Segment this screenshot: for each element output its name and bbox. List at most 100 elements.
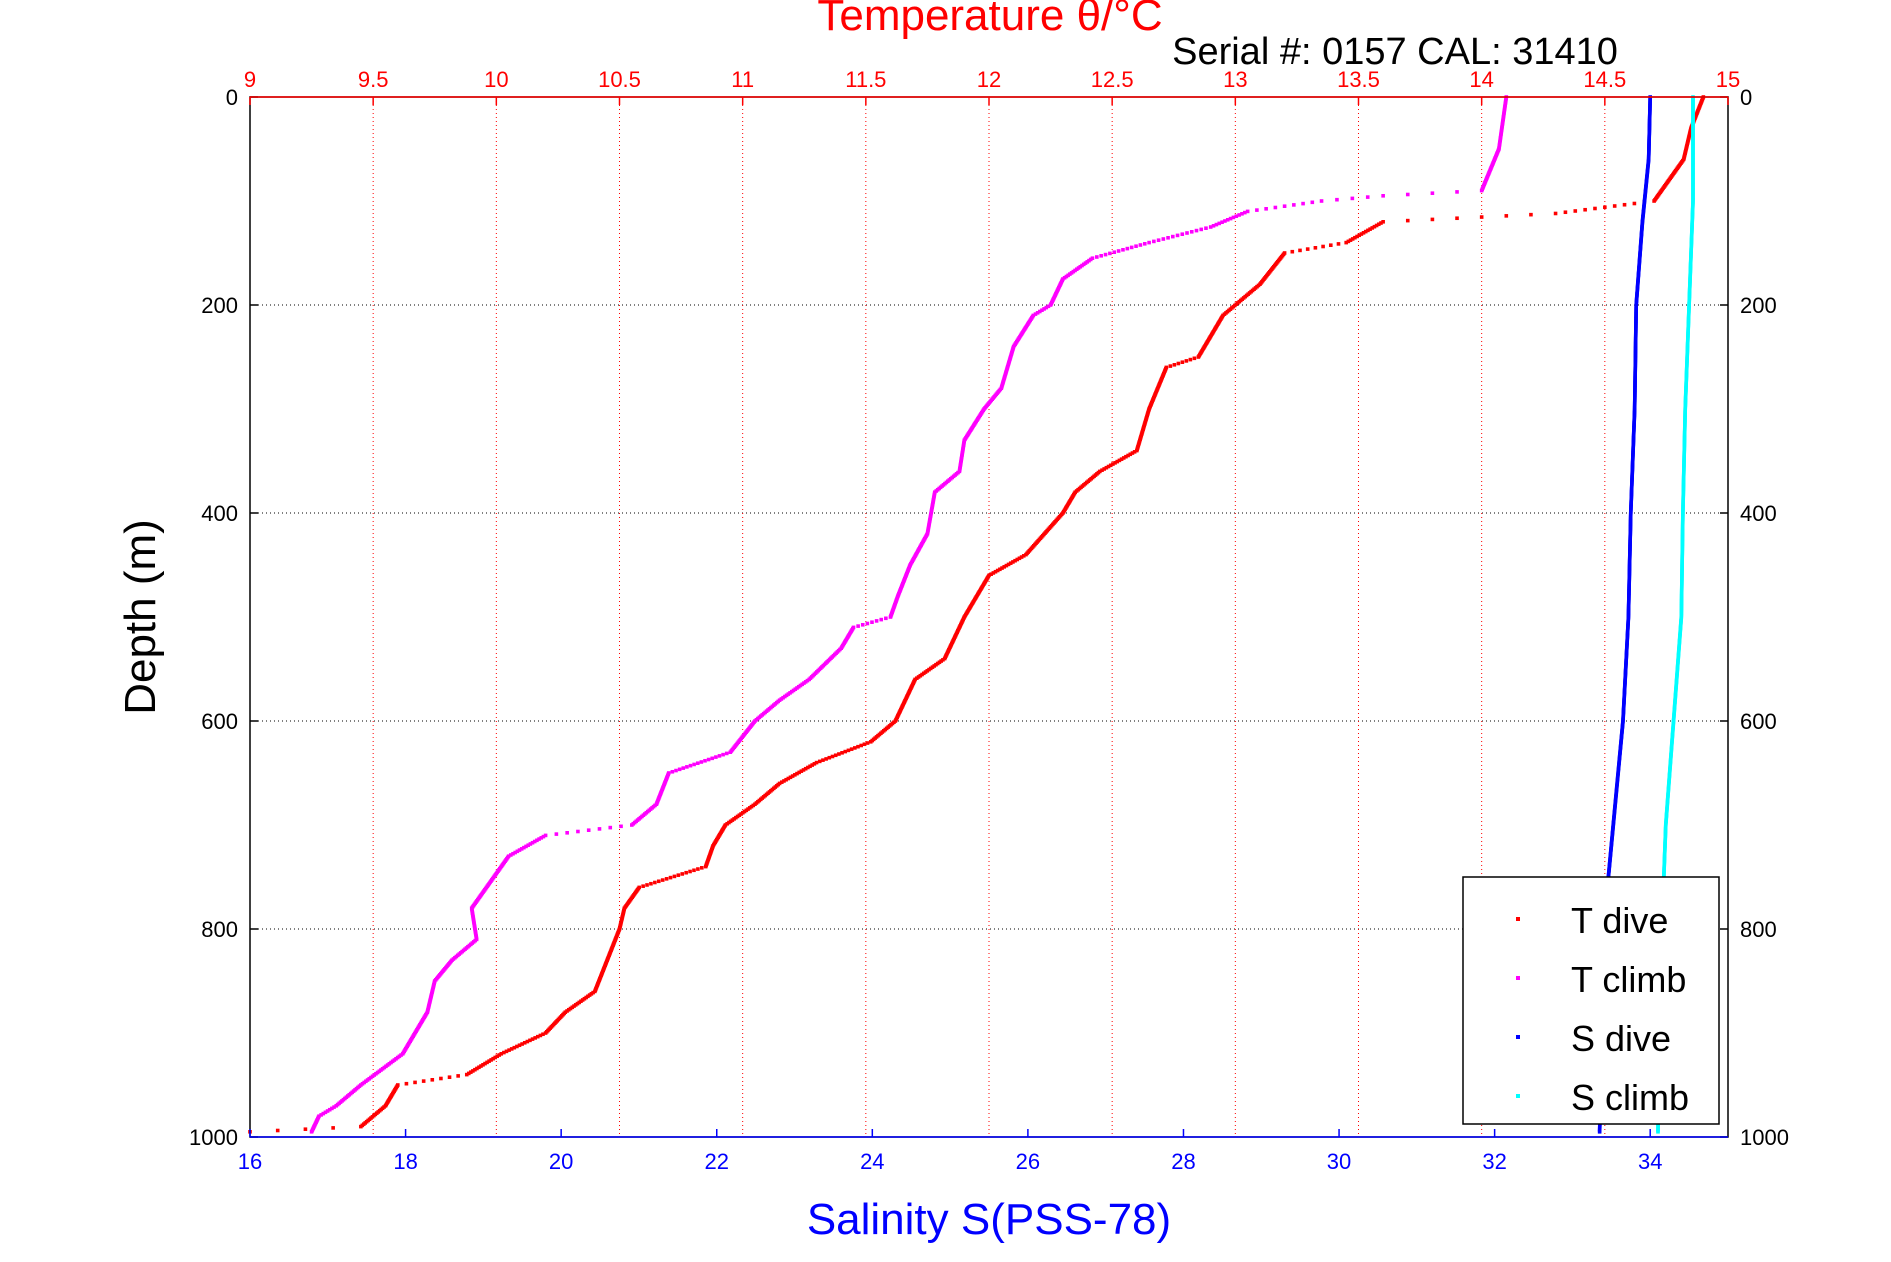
data-point — [1130, 451, 1135, 455]
data-point — [879, 617, 884, 622]
data-point — [517, 848, 522, 852]
data-point — [840, 751, 844, 755]
data-point — [456, 1074, 460, 1078]
data-point — [507, 1048, 511, 1052]
y-axis-label: Depth (m) — [116, 519, 165, 715]
data-point — [1116, 249, 1121, 253]
y-tick-label-left: 1000 — [189, 1125, 238, 1150]
x-top-tick-label: 14.5 — [1583, 67, 1626, 92]
data-point — [1189, 230, 1194, 234]
data-point — [1292, 203, 1296, 207]
data-point — [993, 569, 998, 574]
data-point — [1199, 227, 1204, 232]
legend-marker-s-climb — [1516, 1094, 1520, 1098]
data-point — [1632, 201, 1637, 206]
data-point — [1033, 312, 1038, 316]
data-point — [700, 866, 704, 870]
data-point — [541, 834, 546, 839]
data-point — [1002, 565, 1007, 569]
data-point — [1336, 242, 1341, 246]
series-t-dive — [248, 95, 1706, 1134]
data-point — [1204, 226, 1208, 230]
data-point — [833, 753, 838, 758]
data-point — [660, 878, 665, 882]
data-point — [1335, 197, 1339, 202]
data-point — [1573, 209, 1578, 213]
data-point — [481, 1063, 485, 1067]
data-point — [1298, 248, 1302, 253]
data-point — [630, 823, 634, 827]
data-point — [688, 763, 693, 768]
data-point — [645, 883, 649, 887]
data-point — [699, 760, 704, 764]
x-top-tick-label: 13.5 — [1337, 67, 1380, 92]
data-point — [1004, 563, 1009, 568]
data-point — [1108, 463, 1113, 468]
data-point — [1243, 210, 1247, 215]
data-point — [868, 740, 873, 744]
data-point — [522, 845, 526, 850]
data-point — [1479, 215, 1484, 219]
series-t-climb — [309, 95, 1509, 1134]
data-point — [1168, 364, 1173, 368]
data-point — [1142, 242, 1147, 246]
y-tick-label-right: 1000 — [1740, 1125, 1789, 1150]
data-point — [1405, 192, 1410, 197]
data-point — [827, 755, 832, 760]
data-point — [1290, 249, 1295, 254]
data-point — [803, 766, 808, 771]
data-point — [528, 1038, 532, 1043]
data-point — [1368, 227, 1372, 231]
y-tick-label-right: 800 — [1740, 917, 1777, 942]
data-point — [641, 884, 645, 888]
data-point — [1119, 457, 1124, 461]
data-point — [1128, 452, 1133, 457]
data-point — [806, 765, 810, 770]
data-point — [1000, 566, 1004, 570]
data-point — [692, 762, 696, 767]
data-point — [493, 1055, 497, 1060]
data-point — [1024, 552, 1028, 557]
data-point — [1166, 236, 1170, 240]
data-point — [1350, 237, 1355, 241]
data-point — [812, 762, 817, 766]
data-point — [1228, 216, 1233, 221]
data-point — [1350, 196, 1355, 201]
data-point — [520, 1042, 524, 1046]
data-point — [1048, 303, 1053, 307]
x-top-tick-label: 11.5 — [845, 67, 886, 92]
data-point — [565, 831, 569, 835]
data-point — [1017, 556, 1022, 561]
data-point — [1124, 454, 1128, 459]
data-point — [525, 1039, 530, 1044]
data-point — [1044, 305, 1049, 310]
data-point — [477, 1065, 481, 1070]
data-point — [1305, 247, 1310, 251]
data-point — [1622, 202, 1627, 207]
data-point — [334, 1104, 339, 1108]
data-point — [464, 1072, 469, 1077]
data-point — [1234, 214, 1239, 218]
data-point — [1196, 355, 1201, 359]
data-point — [692, 868, 696, 873]
data-point — [483, 1061, 487, 1066]
data-point — [1245, 209, 1250, 214]
data-point — [327, 1107, 332, 1112]
data-point — [535, 1034, 540, 1039]
data-point — [1129, 245, 1134, 250]
data-point — [1583, 207, 1587, 212]
data-point — [859, 743, 863, 748]
data-point — [1365, 195, 1370, 199]
data-point — [473, 1067, 477, 1072]
data-point — [1106, 464, 1111, 469]
data-point — [1211, 224, 1216, 228]
data-point — [1405, 218, 1410, 223]
data-point — [517, 1043, 522, 1048]
data-point — [1656, 1130, 1660, 1134]
data-point — [1134, 244, 1138, 248]
data-point — [504, 1049, 509, 1054]
x-top-tick-label: 12.5 — [1091, 67, 1134, 92]
data-point — [330, 1106, 334, 1111]
data-point — [509, 1047, 514, 1051]
data-point — [874, 619, 879, 623]
